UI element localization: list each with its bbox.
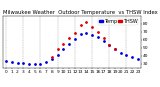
Text: Milwaukee Weather  Outdoor Temperature  vs THSW Index  per Hour  (24 Hours): Milwaukee Weather Outdoor Temperature vs… bbox=[3, 10, 160, 15]
Legend: Temp, THSW: Temp, THSW bbox=[98, 18, 138, 25]
